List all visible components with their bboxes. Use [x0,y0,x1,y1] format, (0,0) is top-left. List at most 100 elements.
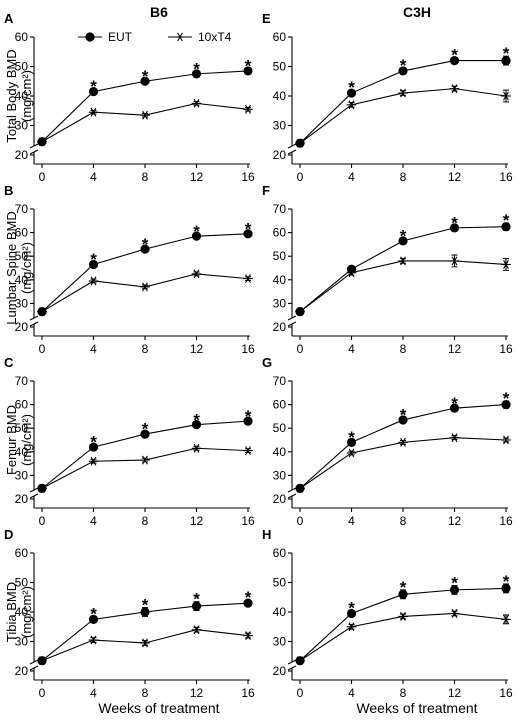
x-tick-label: 0 [39,170,46,184]
data-point [501,435,511,445]
panel-letter: F [262,183,270,198]
data-point [37,307,47,317]
data-point [37,656,47,666]
x-tick-label: 4 [348,170,355,184]
x-axis-title-left: Weeks of treatment [98,700,219,716]
significance-star: * [400,56,407,75]
series-eut [295,222,511,317]
panel-letter: C [4,355,14,370]
significance-star: * [400,227,407,246]
x-tick-label: 4 [348,686,355,700]
panel-b: B 20 30 40 50 60 70 0 4 8 12 16 Lumbar Spine BMD (mg/… [4,183,255,356]
series-eut [37,66,253,147]
panel-letter: H [262,527,271,542]
series-10xt4 [37,625,253,666]
x-tick-label: 16 [499,170,513,184]
data-point [501,614,511,624]
significance-star: * [142,596,149,615]
significance-star: * [348,599,355,618]
panel-letter: E [262,11,271,26]
x-tick-label: 0 [39,342,46,356]
panel-letter: A [4,11,14,26]
series-10xt4 [37,443,253,493]
significance-star: * [400,578,407,597]
significance-star: * [503,44,510,63]
data-point [140,429,150,439]
y-tick-label: 50 [273,576,287,590]
panel-d: D 20 30 40 50 60 0 4 8 12 16 Tibia BMD (mg/cm²) * * * * [4,527,255,700]
data-point [449,433,460,443]
significance-star: * [503,389,510,408]
y-tick-label: 30 [273,119,287,133]
data-point [501,222,511,232]
x-tick-label: 12 [190,342,204,356]
data-point [295,307,305,317]
y-tick-label: 40 [273,273,287,287]
data-point [501,56,511,66]
legend-marker [175,32,185,42]
data-point [346,100,357,110]
strain-title-c3h: C3H [403,4,431,20]
y-tick-label: 30 [15,119,29,133]
data-point [191,625,202,635]
panel-letter: G [262,355,272,370]
y-axis-break [29,493,39,499]
y-tick-label: 60 [15,226,29,240]
y-axis-units: (mg/cm²) [19,414,34,466]
data-point [191,98,202,108]
data-point [243,631,253,641]
y-tick-label: 60 [273,398,287,412]
x-tick-label: 12 [190,514,204,528]
significance-star: * [245,407,252,426]
x-tick-label: 16 [241,686,255,700]
data-point [140,110,150,120]
significance-star: * [90,250,97,269]
series-10xt4 [295,254,511,317]
data-point [295,138,305,148]
data-point [501,400,511,410]
y-tick-label: 50 [15,421,29,435]
y-tick-label: 40 [15,605,29,619]
x-tick-label: 4 [90,170,97,184]
series-line [299,612,507,662]
y-tick-label: 40 [273,445,287,459]
y-axis-break [287,659,297,665]
data-point [243,104,253,114]
y-tick-label: 40 [15,273,29,287]
significance-star: * [142,67,149,86]
data-point [140,455,150,465]
y-tick-label: 20 [273,664,287,678]
x-tick-label: 8 [400,342,407,356]
data-point [243,66,253,76]
panel-letter: D [4,527,13,542]
y-tick-label: 60 [15,30,29,44]
x-tick-label: 8 [142,514,149,528]
legend-label: EUT [108,30,133,44]
y-tick-label: 60 [15,398,29,412]
data-point [243,274,253,284]
panel-c: C 20 30 40 50 60 70 0 4 8 12 16 Femur BMD (mg/cm²) * * *… [4,355,255,528]
series-line [299,437,507,489]
panel-h: H 20 30 40 50 60 0 4 8 12 16 * * * * [262,527,513,700]
panel-a: A 20 30 40 50 60 0 4 8 12 16 Total Body BMD (mg/cm²)… [4,11,255,184]
y-tick-label: 70 [15,202,29,216]
x-tick-label: 8 [142,686,149,700]
y-axis-break [29,149,39,155]
data-point [88,635,99,645]
y-tick-label: 30 [15,635,29,649]
series-10xt4 [295,609,511,666]
panel-g: G 20 30 40 50 60 70 0 4 8 12 16 * * * * [262,355,513,528]
x-tick-label: 4 [348,342,355,356]
x-tick-label: 0 [297,686,304,700]
data-point [88,614,99,624]
data-point [191,420,202,430]
y-tick-label: 40 [15,445,29,459]
series-10xt4 [37,98,253,147]
y-tick-label: 20 [15,664,29,678]
y-axis-units: (mg/cm²) [19,586,34,638]
data-point [88,456,99,466]
data-point [501,583,511,594]
significance-star: * [503,572,510,591]
